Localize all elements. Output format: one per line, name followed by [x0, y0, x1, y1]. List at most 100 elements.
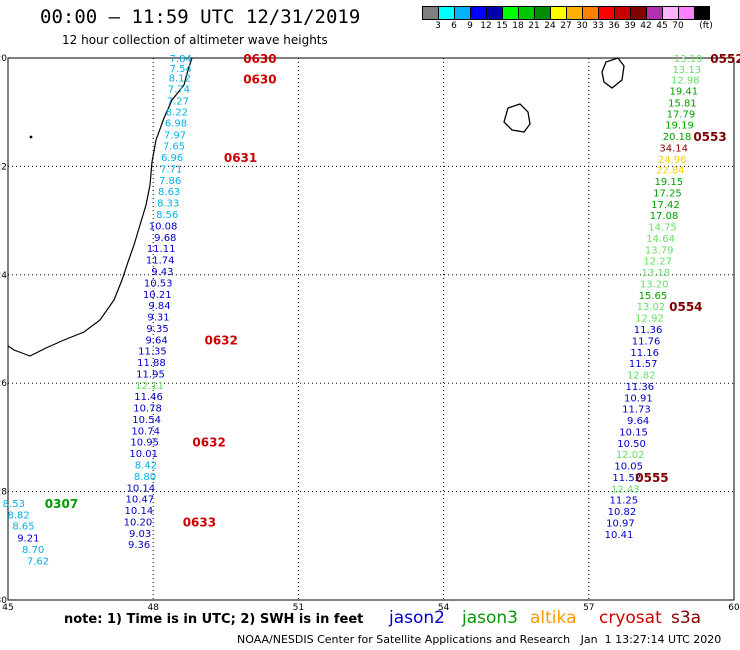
wave-value-east: 10.91	[624, 393, 653, 404]
wave-value-southwest: 9.21	[17, 534, 39, 545]
wave-value-east: 20.18	[663, 132, 692, 143]
color-scale-label: 33	[592, 21, 604, 31]
wave-value-west: 10.08	[149, 221, 178, 232]
wave-value-southwest: 8.65	[12, 522, 34, 533]
wave-value-east: 14.75	[648, 223, 677, 234]
time-label: 0632	[192, 436, 225, 450]
wave-value-west: 10.74	[131, 426, 160, 437]
islet-marker	[29, 135, 33, 139]
mission-s3a: s3a	[671, 608, 702, 628]
wave-value-east: 12.98	[671, 76, 700, 87]
wave-value-southwest: 8.82	[8, 510, 30, 521]
wave-value-east: 11.52	[612, 473, 641, 484]
wave-value-west: 9.68	[154, 233, 176, 244]
wave-value-east: 15.65	[639, 291, 668, 302]
wave-value-west: 7.97	[164, 130, 186, 141]
mauritius-island	[601, 57, 625, 89]
map-frame	[7, 57, 735, 601]
color-scale-label: 15	[496, 21, 508, 31]
color-swatch	[470, 6, 486, 20]
color-swatch	[646, 6, 662, 20]
color-scale-label: 21	[528, 21, 540, 31]
y-tick-label: -22	[0, 162, 7, 172]
wave-value-west: 10.14	[126, 483, 155, 494]
wave-value-east: 13.02	[637, 302, 666, 313]
y-tick-label: -26	[0, 379, 7, 389]
mission-jason3: jason3	[462, 608, 518, 628]
wave-value-southwest: 8.70	[22, 545, 44, 556]
wave-value-east: 10.97	[606, 518, 635, 529]
x-tick-label: 48	[147, 603, 159, 613]
wave-value-east: 24.96	[658, 155, 687, 166]
mission-cryosat: cryosat	[599, 608, 662, 628]
wave-value-east: 11.36	[634, 325, 663, 336]
color-swatch	[502, 6, 518, 20]
y-tick-label: -30	[0, 596, 7, 606]
wave-value-west: 10.54	[132, 415, 161, 426]
wave-value-west: 10.47	[126, 495, 155, 506]
y-tick-label: -20	[0, 54, 7, 64]
wave-value-east: 11.76	[632, 336, 661, 347]
wave-value-west: 6.96	[161, 153, 183, 164]
footer-note: note: 1) Time is in UTC; 2) SWH is in fe…	[64, 612, 364, 627]
time-label: 0307	[45, 497, 78, 511]
wave-value-west: 8.56	[156, 210, 178, 221]
color-swatch	[662, 6, 678, 20]
wave-value-west: 8.63	[158, 187, 180, 198]
page-title: 00:00 – 11:59 UTC 12/31/2019	[40, 6, 361, 28]
wave-value-east: 12.92	[635, 314, 664, 325]
wave-value-east: 11.16	[630, 348, 659, 359]
wave-value-west: 11.88	[137, 358, 166, 369]
wave-value-east: 13.20	[640, 279, 669, 290]
x-tick-label: 57	[583, 603, 594, 613]
wave-value-west: 8.12	[169, 74, 191, 85]
wave-value-east: 13.13	[672, 65, 701, 76]
color-swatch	[614, 6, 630, 20]
wave-value-east: 19.19	[665, 121, 694, 132]
wave-value-west: 11.35	[138, 347, 167, 358]
time-label: 0555	[635, 471, 668, 485]
color-swatch	[566, 6, 582, 20]
time-label: 0554	[669, 300, 702, 314]
wave-value-east: 12.43	[611, 484, 640, 495]
wave-value-west: 7.65	[163, 141, 185, 152]
wave-value-east: 10.15	[619, 427, 648, 438]
wave-value-east: 11.25	[610, 496, 639, 507]
wave-value-east: 13.79	[645, 245, 674, 256]
wave-value-east: 17.25	[653, 188, 682, 199]
wave-value-east: 19.15	[655, 177, 684, 188]
wave-value-east: 19.41	[670, 87, 699, 98]
wave-value-southwest: 7.62	[27, 556, 49, 567]
wave-value-east: 14.64	[646, 234, 675, 245]
time-label: 0630	[243, 73, 276, 87]
wave-value-west: 11.74	[146, 256, 175, 267]
color-scale-label: 18	[512, 21, 524, 31]
color-swatch	[678, 6, 694, 20]
wave-value-east: 17.08	[650, 211, 679, 222]
wave-value-west: 9.35	[146, 324, 168, 335]
wave-value-east: 17.42	[651, 200, 680, 211]
wave-value-east: 34.14	[659, 143, 688, 154]
color-swatch	[518, 6, 534, 20]
wave-value-west: 10.01	[129, 449, 158, 460]
mission-altika: altika	[530, 608, 577, 628]
x-tick-label: 54	[438, 603, 450, 613]
time-label: 0633	[183, 515, 216, 529]
wave-value-east: 11.73	[622, 405, 651, 416]
mission-jason2: jason2	[389, 608, 445, 628]
wave-value-west: 11.95	[136, 369, 165, 380]
wave-value-west: 9.84	[148, 301, 170, 312]
color-scale-label: 45	[656, 21, 668, 31]
color-scale	[422, 6, 710, 20]
color-scale-label: 30	[576, 21, 588, 31]
color-swatch	[454, 6, 470, 20]
wave-value-east: 17.79	[667, 109, 696, 120]
color-swatch	[550, 6, 566, 20]
color-swatch	[422, 6, 438, 20]
wave-value-west: 8.33	[157, 199, 179, 210]
color-scale-label: 24	[544, 21, 556, 31]
wave-value-east: 9.64	[627, 416, 649, 427]
y-tick-label: -28	[0, 488, 7, 498]
wave-value-west: 8.22	[166, 108, 188, 119]
